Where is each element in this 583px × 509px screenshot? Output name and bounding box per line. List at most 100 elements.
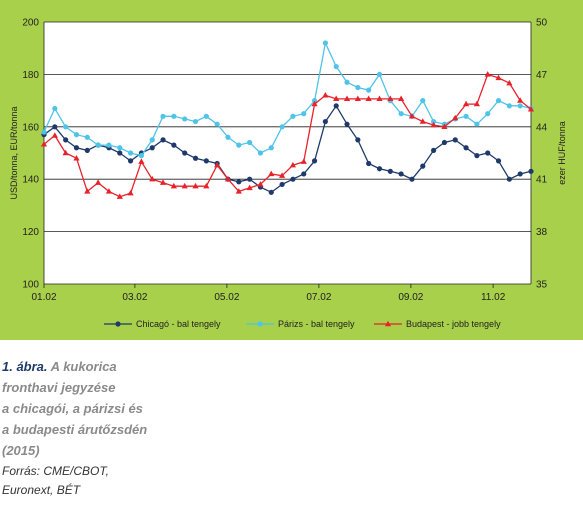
y-right-tick-label: 47 xyxy=(536,70,548,81)
data-point-paris xyxy=(495,98,502,104)
series-paris xyxy=(41,40,534,159)
legend-marker-chicago xyxy=(115,321,121,327)
axes: 100 35 120 38 140 41 160 44 180 47 200 50 01.02 03.02… xyxy=(9,18,567,304)
y-left-tick-label: 160 xyxy=(22,122,39,133)
data-point-budapest xyxy=(203,182,210,189)
data-point-budapest xyxy=(300,158,307,164)
y-right-tick-label: 50 xyxy=(536,18,548,29)
data-point-budapest xyxy=(311,100,318,107)
x-tick-label: 07.02 xyxy=(306,292,331,303)
data-point-budapest xyxy=(517,97,524,103)
legend-item-chicago: Chicagó - bal tengely xyxy=(104,319,221,329)
x-tick-label: 03.02 xyxy=(122,292,147,303)
data-point-chicago xyxy=(474,153,480,159)
data-point-chicago xyxy=(84,147,90,153)
data-point-paris xyxy=(214,121,220,127)
data-point-paris xyxy=(506,103,512,109)
data-point-budapest xyxy=(62,149,69,156)
data-point-budapest xyxy=(116,193,123,199)
data-point-paris xyxy=(322,40,328,46)
data-point-budapest xyxy=(527,106,535,112)
data-point-chicago xyxy=(344,121,350,127)
source-line-1: Forrás: CME/CBOT, xyxy=(2,464,109,478)
data-point-budapest xyxy=(441,123,448,129)
data-point-paris xyxy=(41,129,47,135)
corn-price-chart: 100 35 120 38 140 41 160 44 180 47 200 50 01.02 03.02… xyxy=(9,18,567,330)
data-point-paris xyxy=(268,145,274,151)
data-point-paris xyxy=(160,113,166,119)
data-point-chicago xyxy=(117,150,123,156)
data-point-paris xyxy=(290,113,296,119)
legend-item-budapest: Budapest - jobb tengely xyxy=(374,319,501,329)
y-right-tick-label: 41 xyxy=(536,175,548,186)
data-point-paris xyxy=(127,150,134,156)
data-point-chicago xyxy=(387,168,393,174)
data-point-chicago xyxy=(322,118,328,125)
data-point-budapest xyxy=(354,95,361,102)
y-left-axis-label: USD/tonna, EUR/tonna xyxy=(9,106,19,199)
data-point-paris xyxy=(117,145,123,151)
data-point-budapest xyxy=(95,179,102,185)
data-point-budapest xyxy=(452,114,459,121)
series-layer xyxy=(40,40,535,199)
data-point-chicago xyxy=(247,176,253,182)
x-tick-label: 09.02 xyxy=(398,292,423,303)
caption-line-4: a budapesti árutőzsdén xyxy=(2,422,148,437)
data-point-chicago xyxy=(431,147,437,153)
data-point-paris xyxy=(420,98,426,104)
legend-marker-paris xyxy=(257,321,263,327)
data-point-chicago xyxy=(268,189,274,195)
data-point-budapest xyxy=(430,121,437,128)
legend-label-chicago: Chicagó - bal tengely xyxy=(136,319,221,329)
data-point-paris xyxy=(474,121,480,127)
y-left-tick-label: 120 xyxy=(22,227,39,238)
data-point-budapest xyxy=(257,181,264,187)
data-point-paris xyxy=(149,137,155,143)
data-point-budapest xyxy=(105,188,113,194)
data-point-budapest xyxy=(214,161,221,168)
series-budapest xyxy=(40,71,535,199)
data-point-budapest xyxy=(246,184,253,191)
data-point-paris xyxy=(171,113,177,119)
legend-label-budapest: Budapest - jobb tengely xyxy=(406,319,501,329)
x-tick-label: 01.02 xyxy=(31,292,56,303)
data-point-budapest xyxy=(40,140,48,147)
legend-item-paris: Párizs - bal tengely xyxy=(246,319,355,329)
data-point-chicago xyxy=(398,171,404,177)
data-point-chicago xyxy=(463,145,469,151)
data-point-chicago xyxy=(506,176,512,182)
data-point-chicago xyxy=(236,179,242,185)
data-point-paris xyxy=(355,84,361,91)
data-point-chicago xyxy=(203,158,209,164)
legend: Chicagó - bal tengely Párizs - bal tengel… xyxy=(104,319,501,329)
data-point-budapest xyxy=(181,182,188,189)
data-point-chicago xyxy=(366,160,372,167)
data-point-paris xyxy=(398,111,404,117)
chart-frame: 100 35 120 38 140 41 160 44 180 47 200 50 01.02 03.02… xyxy=(0,0,583,340)
data-point-budapest xyxy=(376,95,383,102)
data-point-budapest xyxy=(387,95,394,102)
data-point-paris xyxy=(463,113,469,119)
data-point-budapest xyxy=(495,74,502,81)
data-point-chicago xyxy=(409,176,415,182)
data-point-budapest xyxy=(506,79,513,86)
series-line-paris xyxy=(43,40,532,157)
data-point-budapest xyxy=(473,100,480,107)
data-point-chicago xyxy=(279,181,285,188)
data-point-chicago xyxy=(160,137,166,143)
data-point-budapest xyxy=(333,95,340,102)
y-right-tick-label: 35 xyxy=(536,280,548,291)
data-point-paris xyxy=(366,87,372,93)
data-point-paris xyxy=(182,116,188,122)
y-left-tick-label: 140 xyxy=(22,175,39,186)
data-point-chicago xyxy=(73,145,80,151)
data-point-chicago xyxy=(441,139,448,146)
data-point-paris xyxy=(106,142,112,148)
legend-label-paris: Párizs - bal tengely xyxy=(278,319,355,329)
data-point-paris xyxy=(73,132,80,138)
data-point-budapest xyxy=(149,175,156,182)
data-point-paris xyxy=(485,111,491,117)
y-left-tick-label: 200 xyxy=(22,18,39,29)
caption-line-2: fronthavi jegyzése xyxy=(2,380,116,395)
data-point-paris xyxy=(344,79,350,85)
